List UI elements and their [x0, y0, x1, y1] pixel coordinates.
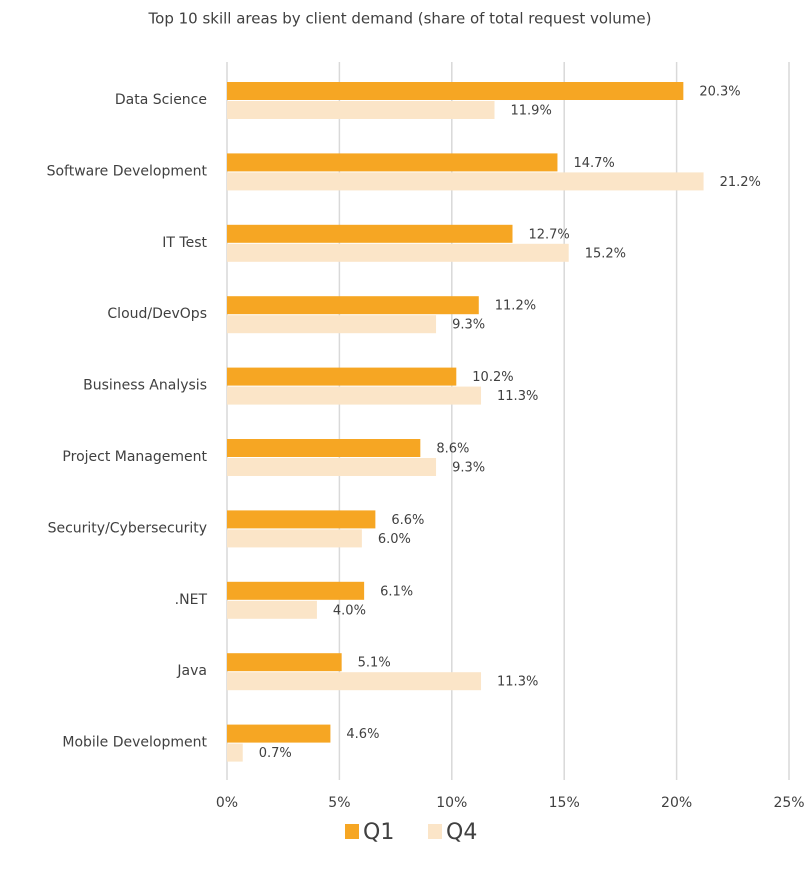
bar: [227, 172, 704, 191]
y-tick-label: Java: [176, 663, 207, 679]
value-label: 14.7%: [573, 156, 614, 171]
value-label: 11.2%: [495, 299, 536, 314]
value-label: 15.2%: [585, 246, 626, 261]
y-tick-label: Security/Cybersecurity: [48, 520, 207, 536]
bar: [227, 510, 376, 529]
x-tick-label: 20%: [661, 795, 692, 811]
value-label: 8.6%: [436, 442, 469, 457]
legend-label: Q4: [446, 820, 477, 845]
x-tick-label: 15%: [549, 795, 580, 811]
bar: [227, 600, 317, 619]
y-tick-label: Data Science: [115, 92, 207, 108]
value-label: 12.7%: [528, 227, 569, 242]
value-label: 21.2%: [720, 175, 761, 190]
x-tick-label: 25%: [773, 795, 804, 811]
value-label: 6.6%: [391, 513, 424, 528]
value-label: 6.1%: [380, 584, 413, 599]
y-tick-label: Business Analysis: [83, 378, 207, 394]
y-tick-label: Mobile Development: [62, 735, 207, 751]
bar: [227, 439, 421, 457]
y-tick-label: Software Development: [47, 163, 208, 179]
bar: [227, 743, 243, 762]
x-tick-label: 0%: [216, 795, 238, 811]
y-tick-label: IT Test: [162, 235, 207, 251]
bar: [227, 386, 482, 405]
value-label: 4.0%: [333, 603, 366, 618]
value-label: 4.6%: [346, 727, 379, 742]
legend-label: Q1: [363, 820, 394, 845]
value-label: 11.3%: [497, 675, 538, 690]
value-label: 6.0%: [378, 532, 411, 547]
value-label: 9.3%: [452, 461, 485, 476]
bar: [227, 153, 558, 172]
y-tick-label: Project Management: [62, 449, 207, 465]
y-tick-label: .NET: [175, 592, 208, 608]
value-label: 11.3%: [497, 389, 538, 404]
chart-title: Top 10 skill areas by client demand (sha…: [148, 10, 652, 28]
value-label: 10.2%: [472, 370, 513, 385]
value-label: 5.1%: [358, 656, 391, 671]
bar: [227, 296, 479, 315]
bar: [227, 581, 365, 600]
bar: [227, 243, 569, 262]
value-label: 0.7%: [259, 746, 292, 761]
bar: [227, 458, 437, 476]
x-tick-label: 10%: [436, 795, 467, 811]
y-tick-label: Cloud/DevOps: [107, 306, 207, 322]
value-label: 20.3%: [699, 85, 740, 100]
bar: [227, 653, 342, 672]
bar: [227, 82, 684, 100]
bar: [227, 367, 457, 386]
bar: [227, 315, 437, 334]
bar: [227, 224, 513, 243]
legend-swatch: [428, 824, 442, 839]
value-label: 9.3%: [452, 318, 485, 333]
bar: [227, 529, 362, 548]
bar: [227, 672, 482, 691]
bar: [227, 724, 331, 743]
value-label: 11.9%: [511, 104, 552, 119]
bar: [227, 101, 495, 119]
x-tick-label: 5%: [328, 795, 350, 811]
legend-swatch: [345, 824, 359, 839]
